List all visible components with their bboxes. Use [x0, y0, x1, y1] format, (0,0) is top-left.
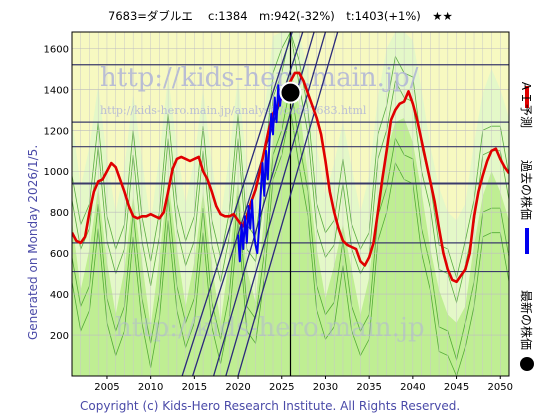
ai-forecast-line: [72, 71, 509, 284]
watermark-bottom-url: http://kids-hero.main.jp: [115, 313, 425, 343]
upper-band-area: [72, 32, 509, 225]
y-tick-label-400: 400: [50, 290, 69, 301]
watermark-url: http://kids-hero.main.jp/: [100, 63, 419, 93]
y-tick-label-600: 600: [50, 249, 69, 260]
y-tick-label-1600: 1600: [44, 44, 69, 55]
x-tick-label-2015: 2015: [182, 382, 207, 393]
x-tick-label-2005: 2005: [94, 382, 119, 393]
trend-line-4: [237, 32, 339, 376]
latest-price-marker: [279, 81, 302, 104]
y-tick-label-1200: 1200: [44, 126, 69, 137]
past-price-line: [237, 84, 290, 263]
y-tick-label-800: 800: [50, 208, 69, 219]
series-layer: [72, 71, 509, 284]
x-tick-label-2010: 2010: [138, 382, 163, 393]
plot-frame: [71, 31, 510, 377]
envelope-line-2: [72, 32, 509, 304]
watermark-analysis-url: http://kids-hero.main.jp/analysis/code76…: [100, 104, 367, 117]
x-tick-label-2025: 2025: [269, 382, 294, 393]
envelope-line-3: [72, 32, 509, 280]
legend-ai-forecast-label: ＡＩ予測: [519, 80, 533, 128]
x-tick-label-2035: 2035: [356, 382, 381, 393]
x-tick-label-2050: 2050: [488, 382, 513, 393]
generated-date-label: Generated on Monday 2026/1/5.: [26, 145, 40, 340]
chart-title: 7683=ダブルエ c:1384 m:942(-32%) t:1403(+1%)…: [108, 9, 453, 23]
legend: ＡＩ予測 過去の株価 最新の株価: [519, 80, 534, 371]
grid-layer: [72, 32, 509, 376]
x-tick-label-2020: 2020: [225, 382, 250, 393]
trend-line-3: [225, 32, 327, 376]
y-tick-label-1400: 1400: [44, 85, 69, 96]
axis-layer: 2005 2010 2015 2020 2025 2030 2035 2040 2045 2050…: [44, 44, 513, 393]
y-tick-label-200: 200: [50, 331, 69, 342]
x-tick-label-2045: 2045: [444, 382, 469, 393]
trend-line-0: [181, 32, 293, 376]
legend-latest-price-label: 最新の株価: [519, 290, 534, 350]
plot-area: http://kids-hero.main.jp/ http://kids-he…: [72, 32, 509, 376]
y-tick-label-1000: 1000: [44, 167, 69, 178]
legend-latest-price-marker: [520, 357, 534, 371]
x-tick-label-2040: 2040: [400, 382, 425, 393]
copyright-footer: Copyright (c) Kids-Hero Research Institu…: [80, 399, 460, 413]
legend-past-price-label: 過去の株価: [519, 160, 534, 220]
x-tick-label-2030: 2030: [313, 382, 338, 393]
watermark-layer: http://kids-hero.main.jp/ http://kids-he…: [100, 63, 425, 343]
